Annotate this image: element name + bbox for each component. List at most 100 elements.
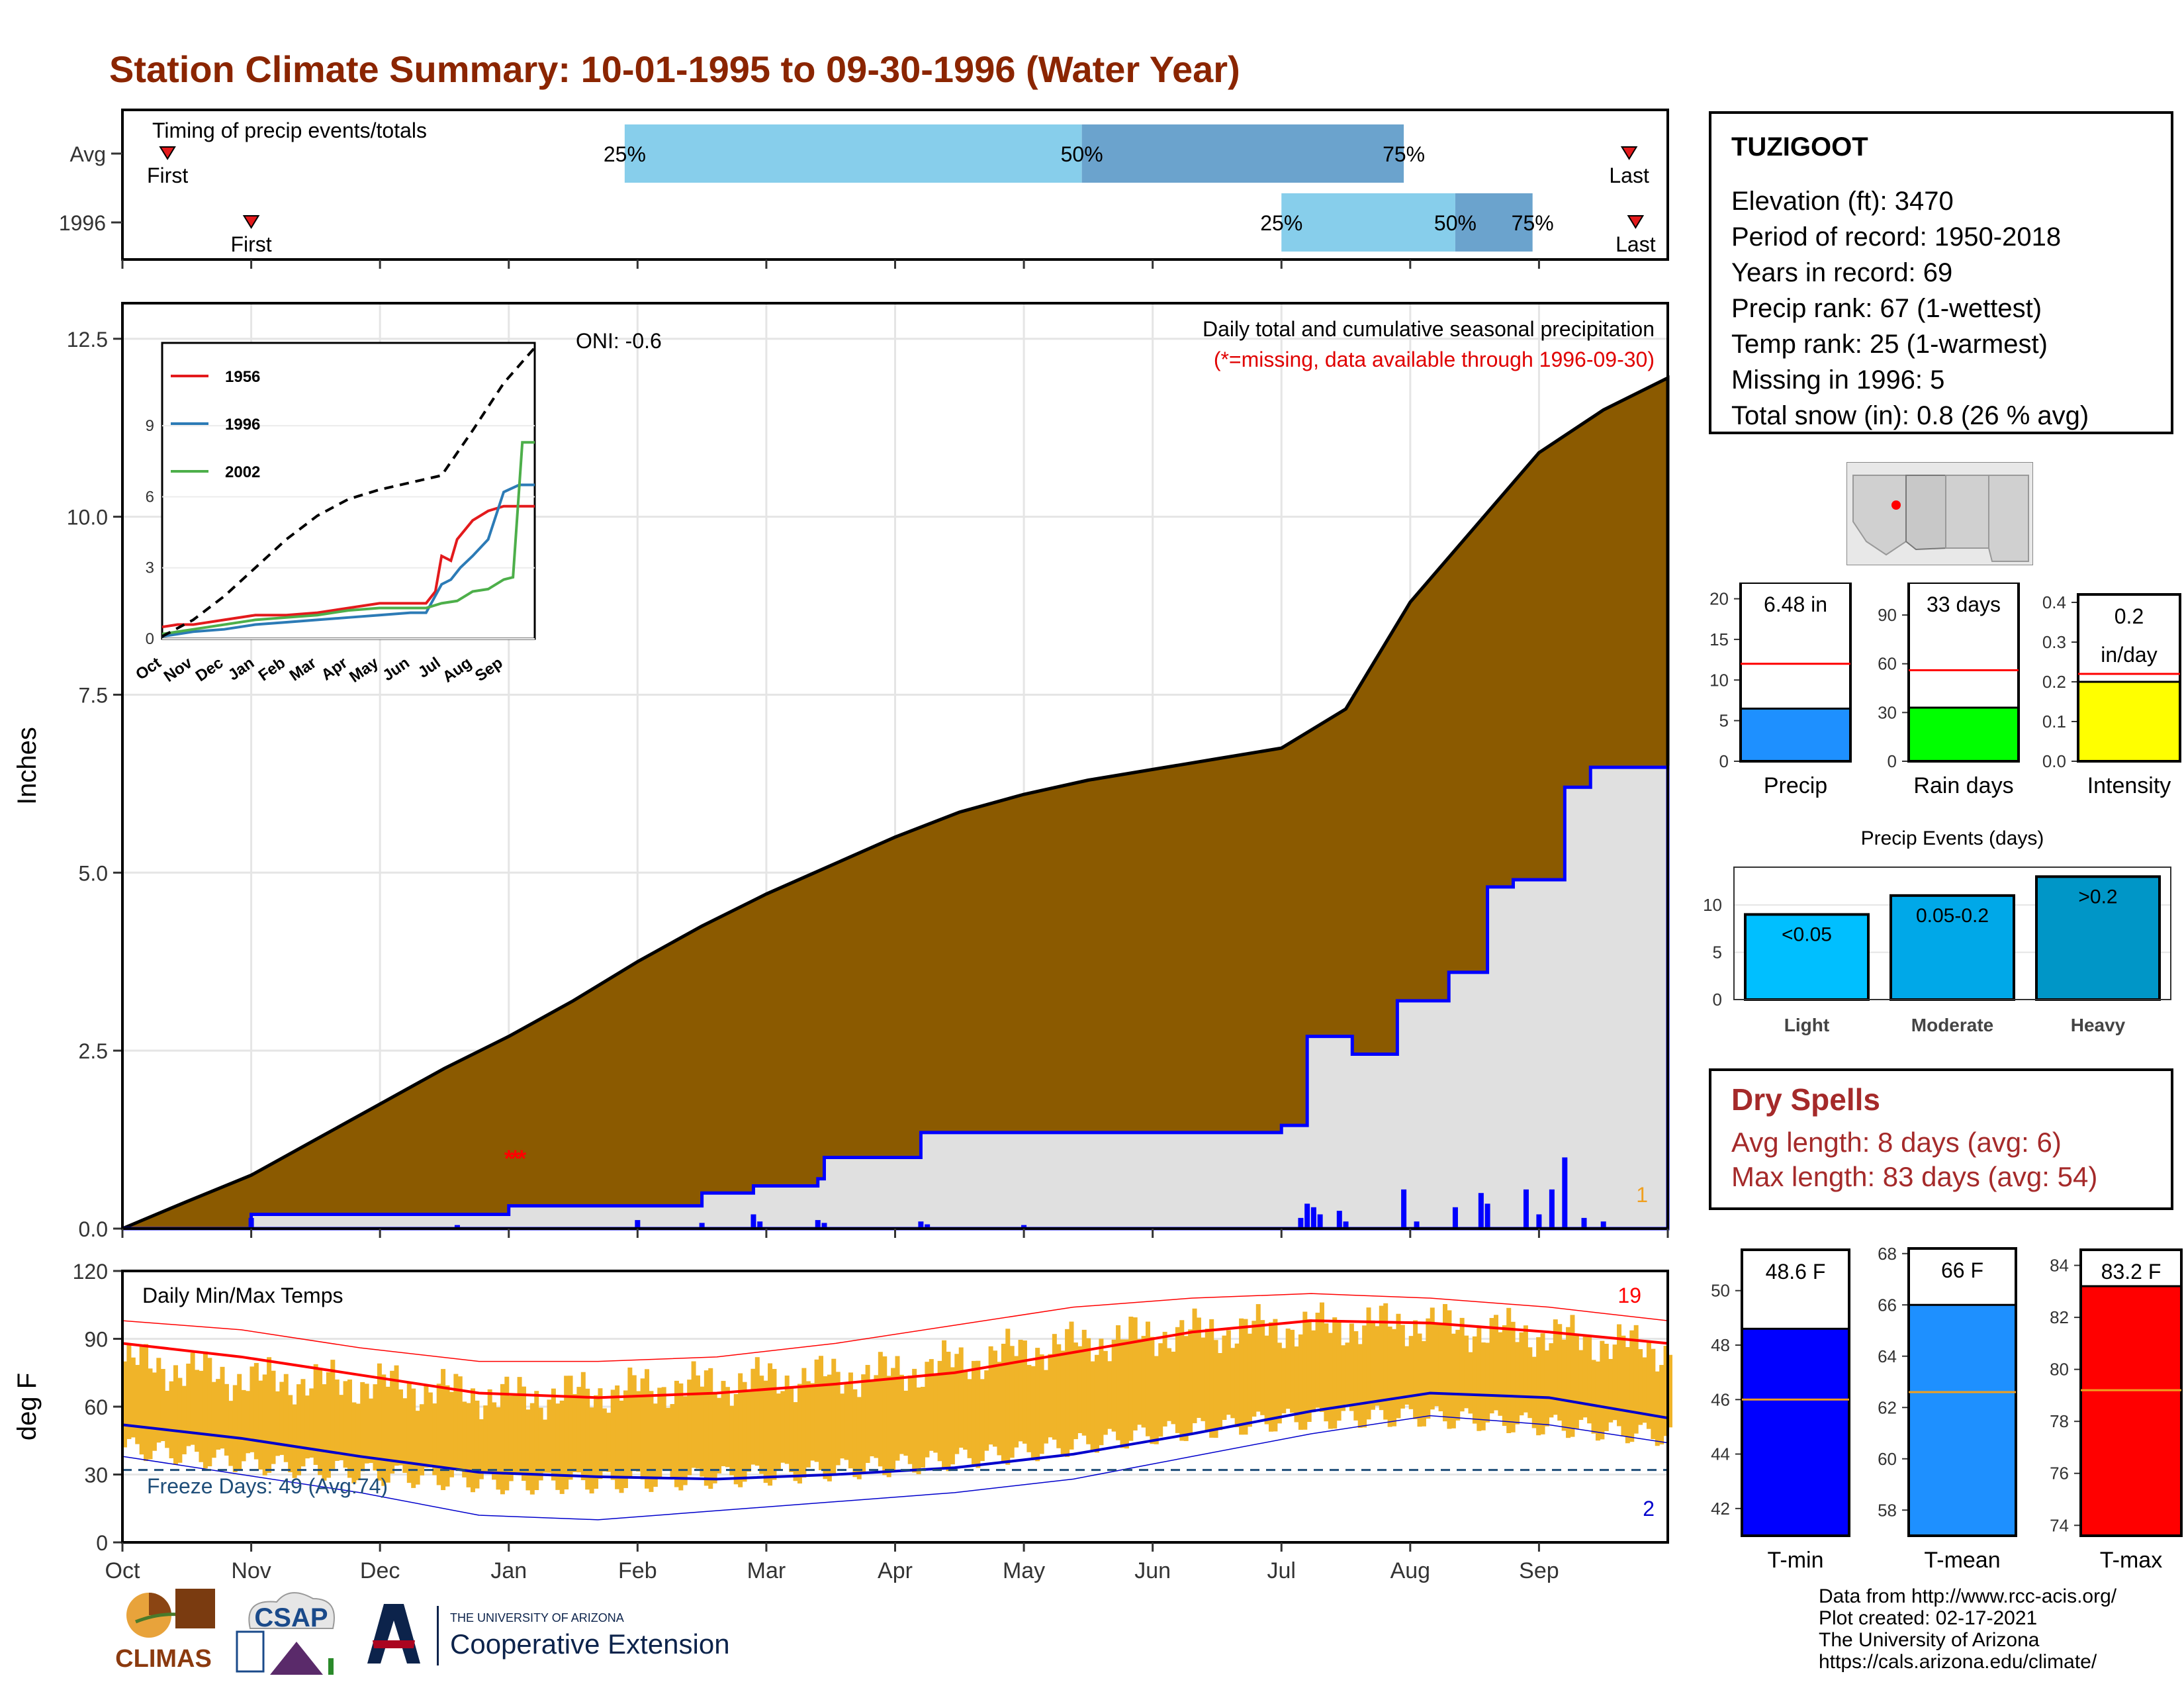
- small-value-label: 6.48 in: [1764, 592, 1827, 616]
- timing-row-label: Avg: [69, 142, 106, 166]
- daily-temp-bar: [856, 1397, 862, 1479]
- daily-temp-bar: [602, 1408, 607, 1472]
- daily-temp-bar: [415, 1411, 420, 1485]
- daily-temp-bar: [1561, 1339, 1567, 1431]
- daily-temp-bar: [929, 1359, 934, 1451]
- daily-temp-bar: [224, 1383, 229, 1456]
- daily-temp-bar: [1328, 1333, 1333, 1429]
- events-bar-label: >0.2: [2078, 886, 2117, 908]
- daily-temp-bar: [385, 1386, 390, 1483]
- daily-temp-bar: [1281, 1348, 1287, 1414]
- daily-temp-bar: [377, 1363, 382, 1481]
- daily-temp-bar: [1608, 1358, 1614, 1423]
- daily-temp-bar: [322, 1384, 327, 1481]
- station-info-box: TUZIGOOT Elevation (ft): 3470 Period of …: [1709, 111, 2173, 434]
- daily-temp-bar: [513, 1395, 518, 1474]
- daily-temp-bar: [186, 1363, 191, 1446]
- daily-temp-bar: [432, 1403, 437, 1476]
- month-label: Apr: [878, 1558, 913, 1583]
- daily-temp-bar: [1617, 1324, 1622, 1427]
- daily-temp-bar: [717, 1397, 722, 1474]
- small-value-bar: [2079, 1285, 2183, 1537]
- daily-temp-bar: [436, 1383, 441, 1485]
- daily-temp-bar: [916, 1387, 921, 1475]
- daily-temp-bar: [169, 1381, 174, 1458]
- daily-temp-bar: [211, 1382, 216, 1458]
- daily-temp-bar: [394, 1365, 399, 1466]
- daily-temp-bar: [555, 1403, 561, 1490]
- daily-temp-bar: [300, 1379, 306, 1467]
- year-cumulative-area: [122, 765, 1670, 1231]
- cold-days-count: 2: [1643, 1497, 1655, 1521]
- daily-temp-bar: [203, 1351, 208, 1469]
- credit-url: https://cals.arizona.edu/climate/: [1819, 1651, 2097, 1673]
- daily-temp-bar: [674, 1380, 679, 1487]
- small-ytick-label: 10: [1709, 670, 1729, 690]
- daily-temp-bar: [1574, 1335, 1579, 1429]
- daily-temp-bar: [576, 1387, 582, 1473]
- daily-temp-bar: [1480, 1342, 1486, 1430]
- daily-temp-bar: [1392, 1329, 1397, 1427]
- timing-q1-bar: [1281, 193, 1455, 252]
- daily-temp-bar: [148, 1368, 153, 1460]
- daily-temp-bar: [891, 1368, 896, 1471]
- small-ytick-label: 0.0: [2042, 751, 2066, 771]
- daily-temp-bar: [1413, 1320, 1418, 1419]
- timing-marker-label: Last: [1615, 232, 1656, 256]
- daily-temp-bar: [1319, 1302, 1324, 1412]
- daily-temp-bar: [1498, 1332, 1503, 1416]
- inset-avg-line: [161, 346, 536, 638]
- small-ytick-label: 60: [1878, 1449, 1897, 1469]
- daily-temp-bar: [462, 1401, 467, 1477]
- daily-temp-bar: [963, 1370, 968, 1450]
- daily-temp-bar: [645, 1369, 650, 1489]
- events-bar: [1889, 894, 2015, 1001]
- inset-legend-label: 1956: [225, 368, 260, 386]
- small-frame: [1739, 583, 1852, 763]
- daily-temp-bar: [343, 1381, 348, 1468]
- station-temp-rank: Temp rank: 25 (1-warmest): [1731, 330, 2048, 359]
- daily-temp-bar: [1604, 1343, 1609, 1431]
- missing-mark: *: [504, 1145, 514, 1172]
- daily-temp-bar: [1493, 1315, 1498, 1411]
- daily-temp-bar: [942, 1340, 947, 1470]
- daily-precip-bar: [1478, 1193, 1484, 1229]
- small-chart-title: Rain days: [1913, 773, 2013, 798]
- small-ytick-label: 84: [2050, 1256, 2069, 1276]
- daily-temp-bar: [428, 1392, 433, 1468]
- missing-mark: *: [517, 1145, 526, 1172]
- daily-temp-bar: [1663, 1346, 1668, 1436]
- daily-temp-bar: [156, 1358, 161, 1443]
- timing-quantile-label: 50%: [1061, 142, 1103, 166]
- daily-precip-bar: [925, 1224, 931, 1229]
- small-frame: [2077, 593, 2181, 763]
- daily-temp-bar: [309, 1388, 314, 1458]
- daily-temp-bar: [1107, 1361, 1113, 1429]
- timing-marker-label: First: [230, 232, 271, 256]
- daily-temp-bar: [551, 1388, 556, 1481]
- daily-temp-bar: [160, 1369, 165, 1442]
- daily-temp-bar: [1434, 1324, 1439, 1407]
- daily-temp-bar: [661, 1387, 666, 1470]
- daily-temp-bar: [1443, 1303, 1448, 1422]
- daily-temp-bar: [958, 1347, 964, 1448]
- daily-temp-bar: [1383, 1303, 1388, 1420]
- daily-temp-bar: [615, 1385, 620, 1489]
- daily-temp-bar: [1290, 1329, 1295, 1413]
- daily-precip-bar: [1317, 1214, 1323, 1229]
- daily-temp-bar: [738, 1373, 743, 1487]
- daily-temp-bar: [1167, 1348, 1172, 1421]
- daily-temp-bar: [420, 1404, 425, 1476]
- daily-temp-bar: [1651, 1348, 1656, 1440]
- daily-temp-bar: [805, 1381, 811, 1468]
- missing-count: 1: [1636, 1183, 1648, 1207]
- small-value-label: 83.2 F: [2101, 1260, 2161, 1284]
- daily-temp-bar: [746, 1390, 751, 1472]
- main-subtitle: (*=missing, data available through 1996-…: [1214, 348, 1655, 371]
- events-ytick-label: 0: [1713, 990, 1722, 1009]
- daily-precip-bar: [1343, 1221, 1349, 1229]
- small-ytick-label: 5: [1719, 711, 1729, 731]
- timing-chart: Timing of precip events/totals Avg 25% 50% 7…: [59, 109, 1669, 269]
- daily-temp-bar: [1022, 1340, 1027, 1444]
- daily-temp-bar: [398, 1389, 403, 1466]
